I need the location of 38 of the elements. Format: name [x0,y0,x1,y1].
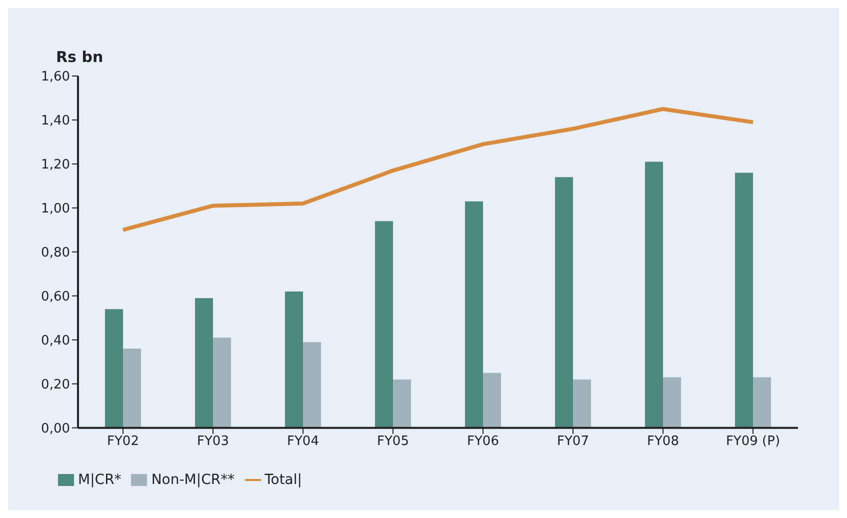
bar [483,372,501,428]
x-tick-label: FY07 [557,434,589,450]
bar [393,379,411,428]
bar [123,348,141,428]
x-tick-label: FY06 [467,434,499,450]
y-tick-label: 0,00 [41,421,70,436]
x-tick-label: FY08 [647,434,679,450]
y-tick-label: 0,20 [41,377,70,392]
y-axis-title: Rs bn [56,48,104,66]
bar [303,342,321,428]
y-tick-label: 0,40 [41,333,70,348]
bar [105,309,123,428]
bar [285,291,303,428]
x-tick-label: FY05 [377,434,409,450]
bar [465,201,483,428]
y-tick-label: 0,60 [41,290,70,305]
bar [573,379,591,428]
x-tick-label: FY04 [287,434,319,450]
x-tick-label: FY09 (P) [726,434,780,450]
y-tick-label: 1,00 [41,202,70,217]
bar [735,172,753,428]
bar [213,338,231,428]
bar [753,377,771,428]
legend-label: M|CR* [78,472,122,488]
x-tick-label: FY03 [197,434,229,450]
x-tick-label: FY02 [107,434,139,450]
y-tick-label: 1,60 [41,70,70,85]
bar [645,162,663,428]
bar [555,177,573,428]
line-series [121,106,755,232]
bar [375,221,393,428]
bar [663,377,681,428]
y-tick-label: 1,40 [41,114,70,129]
legend-label: Total| [264,472,302,488]
y-tick-label: 0,80 [41,246,70,261]
bar [195,298,213,428]
legend-label: Non-M|CR** [151,472,235,488]
y-tick-label: 1,20 [41,158,70,173]
